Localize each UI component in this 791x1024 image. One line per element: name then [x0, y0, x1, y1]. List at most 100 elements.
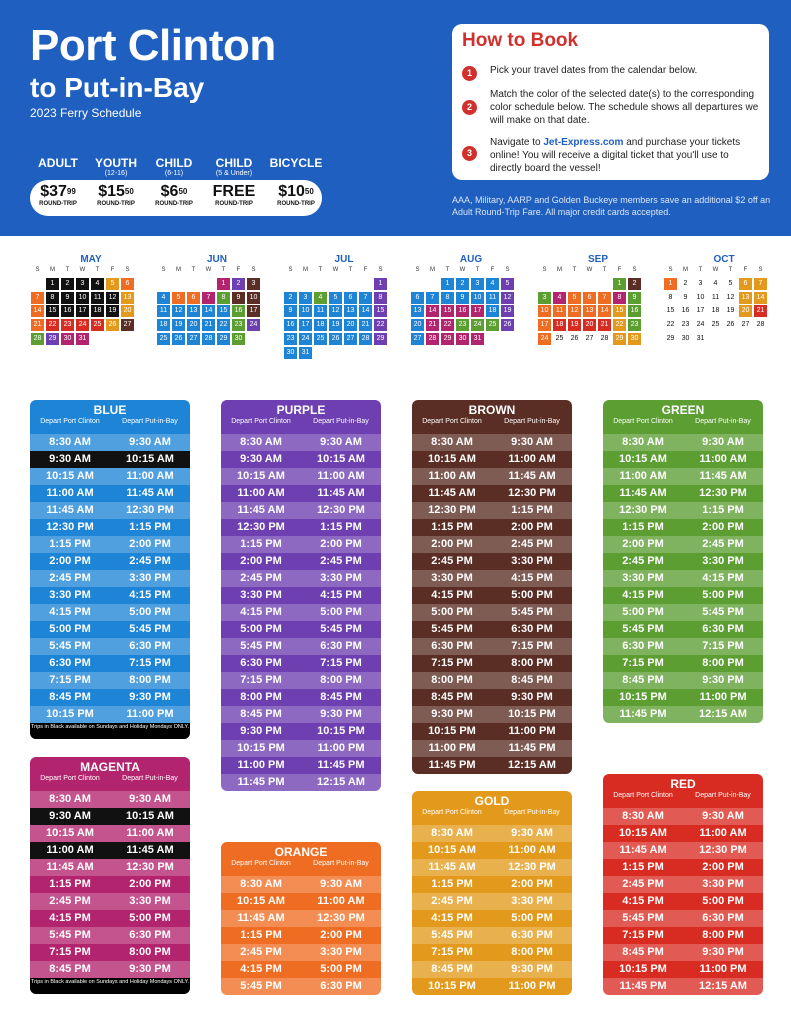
calendar-day[interactable]: 10 [471, 291, 484, 304]
calendar-day[interactable]: 20 [739, 305, 752, 318]
calendar-day[interactable]: 13 [739, 291, 752, 304]
calendar-day[interactable]: 29 [374, 332, 387, 345]
calendar-day[interactable]: 16 [628, 305, 641, 318]
calendar-day[interactable]: 6 [121, 278, 134, 290]
calendar-day[interactable]: 8 [217, 291, 230, 304]
calendar-day[interactable]: 12 [172, 305, 185, 318]
calendar-day[interactable]: 4 [314, 291, 327, 304]
calendar-day[interactable]: 14 [202, 305, 215, 318]
calendar-day[interactable]: 19 [172, 319, 185, 332]
calendar-day[interactable]: 15 [46, 305, 59, 318]
calendar-day[interactable]: 13 [344, 305, 357, 318]
calendar-day[interactable]: 6 [739, 278, 752, 290]
calendar-day[interactable]: 21 [598, 319, 611, 332]
calendar-day[interactable]: 27 [411, 332, 424, 345]
calendar-day[interactable]: 12 [106, 291, 119, 304]
calendar-day[interactable]: 29 [613, 332, 626, 345]
calendar-day[interactable]: 1 [613, 278, 626, 290]
calendar-day[interactable]: 11 [711, 293, 720, 301]
calendar-day[interactable]: 29 [46, 332, 59, 345]
calendar-day[interactable]: 3 [247, 278, 260, 290]
calendar-day[interactable]: 10 [247, 291, 260, 304]
calendar-day[interactable]: 8 [441, 291, 454, 304]
calendar-day[interactable]: 2 [284, 291, 297, 304]
calendar-day[interactable]: 8 [46, 291, 59, 304]
calendar-day[interactable]: 17 [471, 305, 484, 318]
calendar-day[interactable]: 26 [106, 319, 119, 332]
calendar-day[interactable]: 27 [585, 334, 594, 342]
calendar-day[interactable]: 5 [728, 280, 733, 287]
calendar-day[interactable]: 30 [61, 332, 74, 345]
calendar-day[interactable]: 18 [91, 305, 104, 318]
calendar-day[interactable]: 30 [681, 334, 690, 342]
calendar-day[interactable]: 24 [247, 319, 260, 332]
calendar-day[interactable]: 21 [754, 305, 767, 318]
calendar-day[interactable]: 4 [91, 278, 104, 290]
calendar-day[interactable]: 3 [76, 278, 89, 290]
calendar-day[interactable]: 16 [456, 305, 469, 318]
calendar-day[interactable]: 27 [741, 321, 750, 329]
calendar-day[interactable]: 25 [486, 319, 499, 332]
calendar-day[interactable]: 20 [187, 319, 200, 332]
calendar-day[interactable]: 30 [232, 332, 245, 345]
calendar-day[interactable]: 24 [299, 332, 312, 345]
calendar-day[interactable]: 19 [726, 307, 735, 315]
calendar-day[interactable]: 5 [106, 278, 119, 290]
calendar-day[interactable]: 4 [553, 291, 566, 304]
calendar-day[interactable]: 11 [553, 305, 566, 318]
calendar-day[interactable]: 15 [441, 305, 454, 318]
calendar-day[interactable]: 22 [46, 319, 59, 332]
calendar-day[interactable]: 16 [681, 307, 690, 315]
calendar-day[interactable]: 9 [683, 293, 688, 301]
calendar-day[interactable]: 14 [426, 305, 439, 318]
calendar-day[interactable]: 7 [359, 291, 372, 304]
calendar-day[interactable]: 26 [501, 319, 514, 332]
calendar-day[interactable]: 18 [486, 305, 499, 318]
calendar-day[interactable]: 15 [666, 307, 675, 315]
calendar-day[interactable]: 7 [426, 291, 439, 304]
calendar-day[interactable]: 9 [628, 291, 641, 304]
calendar-day[interactable]: 12 [568, 305, 581, 318]
calendar-day[interactable]: 28 [359, 332, 372, 345]
calendar-day[interactable]: 24 [76, 319, 89, 332]
calendar-day[interactable]: 26 [570, 334, 579, 342]
calendar-day[interactable]: 26 [329, 332, 342, 345]
calendar-day[interactable]: 18 [553, 319, 566, 332]
calendar-day[interactable]: 1 [46, 278, 59, 290]
calendar-day[interactable]: 15 [613, 305, 626, 318]
calendar-day[interactable]: 20 [583, 319, 596, 332]
calendar-day[interactable]: 16 [284, 319, 297, 332]
calendar-day[interactable]: 28 [31, 332, 44, 345]
calendar-day[interactable]: 22 [441, 319, 454, 332]
calendar-day[interactable]: 18 [157, 319, 170, 332]
calendar-day[interactable]: 9 [284, 305, 297, 318]
calendar-day[interactable]: 12 [329, 305, 342, 318]
calendar-day[interactable]: 9 [61, 291, 74, 304]
calendar-day[interactable]: 15 [217, 305, 230, 318]
calendar-day[interactable]: 1 [374, 278, 387, 290]
calendar-day[interactable]: 20 [121, 305, 134, 318]
calendar-day[interactable]: 21 [202, 319, 215, 332]
calendar-day[interactable]: 11 [157, 305, 170, 318]
calendar-day[interactable]: 23 [681, 321, 690, 329]
calendar-day[interactable]: 15 [374, 305, 387, 318]
calendar-day[interactable]: 8 [374, 291, 387, 304]
calendar-day[interactable]: 25 [711, 321, 720, 329]
calendar-day[interactable]: 13 [121, 291, 134, 304]
calendar-day[interactable]: 8 [668, 293, 673, 301]
calendar-day[interactable]: 23 [284, 332, 297, 345]
calendar-day[interactable]: 22 [613, 319, 626, 332]
calendar-day[interactable]: 27 [344, 332, 357, 345]
calendar-day[interactable]: 5 [329, 291, 342, 304]
calendar-day[interactable]: 30 [456, 332, 469, 345]
calendar-day[interactable]: 11 [486, 291, 499, 304]
calendar-day[interactable]: 21 [426, 319, 439, 332]
calendar-day[interactable]: 3 [698, 280, 703, 287]
calendar-day[interactable]: 11 [314, 305, 327, 318]
calendar-day[interactable]: 7 [202, 291, 215, 304]
calendar-day[interactable]: 17 [76, 305, 89, 318]
calendar-day[interactable]: 23 [456, 319, 469, 332]
calendar-day[interactable]: 28 [600, 334, 609, 342]
calendar-day[interactable]: 17 [538, 319, 551, 332]
calendar-day[interactable]: 27 [187, 332, 200, 345]
